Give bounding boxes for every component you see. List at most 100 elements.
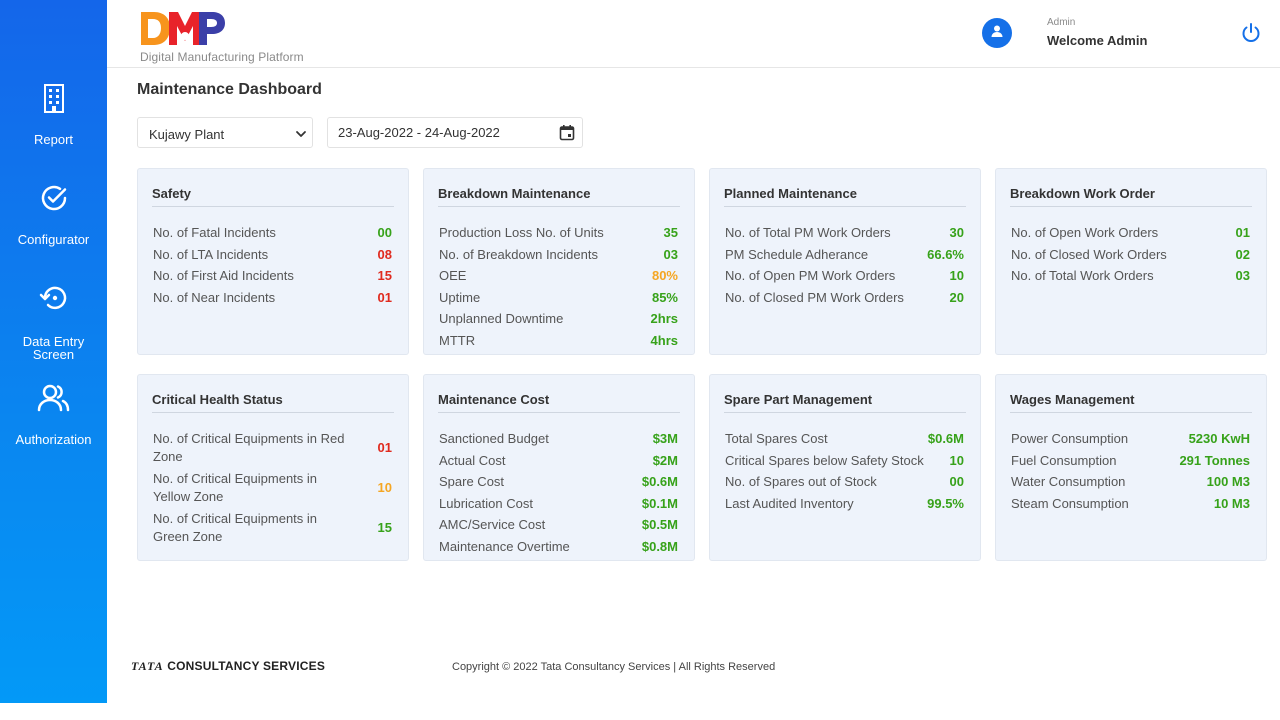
metric-row: PM Schedule Adherance 66.6% xyxy=(725,246,964,264)
metric-label: No. of Near Incidents xyxy=(153,289,275,307)
metric-value: 15 xyxy=(378,267,392,285)
date-range-value: 23-Aug-2022 - 24-Aug-2022 xyxy=(338,125,500,140)
card-wages-management: Wages Management Power Consumption 5230 K… xyxy=(995,374,1267,561)
metric-label: Last Audited Inventory xyxy=(725,495,854,513)
metric-row: Water Consumption 100 M3 xyxy=(1011,473,1250,491)
date-range-input[interactable]: 23-Aug-2022 - 24-Aug-2022 xyxy=(327,117,583,148)
metric-value: 08 xyxy=(378,246,392,264)
metric-row: No. of Closed Work Orders 02 xyxy=(1011,246,1250,264)
metric-label: No. of Breakdown Incidents xyxy=(439,246,598,264)
card-divider xyxy=(152,412,394,413)
metric-row: MTTR 4hrs xyxy=(439,332,678,350)
header: Digital Manufacturing Platform Admin Wel… xyxy=(107,0,1280,68)
metric-label: No. of LTA Incidents xyxy=(153,246,268,264)
metric-value: 15 xyxy=(378,519,392,537)
metric-value: $0.5M xyxy=(642,516,678,534)
metric-row: OEE 80% xyxy=(439,267,678,285)
user-role: Admin xyxy=(1047,17,1075,28)
users-icon xyxy=(0,382,107,419)
plant-select[interactable]: Kujawy Plant xyxy=(137,117,313,148)
welcome-text: Welcome Admin xyxy=(1047,33,1147,48)
metric-row: Fuel Consumption 291 Tonnes xyxy=(1011,452,1250,470)
tcs-logo: TATA CONSULTANCY SERVICES xyxy=(131,659,325,674)
calendar-icon[interactable] xyxy=(559,124,575,146)
metric-value: 35 xyxy=(664,224,678,242)
metric-row: No. of First Aid Incidents 15 xyxy=(153,267,392,285)
metric-value: 10 xyxy=(950,452,964,470)
metric-value: 01 xyxy=(378,439,392,457)
metric-value: $2M xyxy=(653,452,678,470)
metric-label: No. of Critical Equipments in Yellow Zon… xyxy=(153,470,329,505)
metric-row: No. of Critical Equipments in Red Zone 01 xyxy=(153,430,392,465)
metric-label: Steam Consumption xyxy=(1011,495,1129,513)
card-rows: No. of Total PM Work Orders 30 PM Schedul… xyxy=(725,224,964,310)
sidebar-item-data-entry[interactable]: Data Entry Screen xyxy=(0,282,107,361)
chevron-down-icon xyxy=(294,127,308,146)
metric-row: Critical Spares below Safety Stock 10 xyxy=(725,452,964,470)
metric-value: 10 xyxy=(950,267,964,285)
metric-value: 00 xyxy=(950,473,964,491)
metric-row: No. of Open PM Work Orders 10 xyxy=(725,267,964,285)
check-circle-icon xyxy=(0,182,107,219)
metric-label: Spare Cost xyxy=(439,473,504,491)
metric-value: 2hrs xyxy=(651,310,678,328)
metric-row: No. of Critical Equipments in Green Zone… xyxy=(153,510,392,545)
sidebar-item-label: Report xyxy=(0,133,107,146)
user-icon xyxy=(990,24,1004,43)
history-icon xyxy=(0,282,107,319)
metric-label: No. of Spares out of Stock xyxy=(725,473,877,491)
card-title: Maintenance Cost xyxy=(438,392,549,407)
metric-value: 01 xyxy=(1236,224,1250,242)
metric-row: Maintenance Overtime $0.8M xyxy=(439,538,678,556)
metric-value: 66.6% xyxy=(927,246,964,264)
metric-value: 100 M3 xyxy=(1207,473,1250,491)
metric-label: OEE xyxy=(439,267,466,285)
metric-row: No. of Near Incidents 01 xyxy=(153,289,392,307)
sidebar-item-label: Configurator xyxy=(0,233,107,246)
metric-value: 03 xyxy=(1236,267,1250,285)
sidebar-item-report[interactable]: Report xyxy=(0,83,107,146)
metric-value: $0.1M xyxy=(642,495,678,513)
card-rows: Sanctioned Budget $3M Actual Cost $2M Spar… xyxy=(439,430,678,559)
metric-value: 20 xyxy=(950,289,964,307)
copyright-text: Copyright © 2022 Tata Consultancy Servic… xyxy=(452,661,775,673)
metric-label: No. of First Aid Incidents xyxy=(153,267,294,285)
metric-value: $3M xyxy=(653,430,678,448)
sidebar: Report Configurator Data Entry Screen Au… xyxy=(0,0,107,703)
metric-label: No. of Critical Equipments in Red Zone xyxy=(153,430,349,465)
page-title: Maintenance Dashboard xyxy=(137,81,322,99)
sidebar-item-configurator[interactable]: Configurator xyxy=(0,182,107,246)
metric-row: No. of Fatal Incidents 00 xyxy=(153,224,392,242)
metric-row: Production Loss No. of Units 35 xyxy=(439,224,678,242)
metric-label: No. of Closed PM Work Orders xyxy=(725,289,904,307)
metric-row: Last Audited Inventory 99.5% xyxy=(725,495,964,513)
metric-value: $0.6M xyxy=(642,473,678,491)
metric-row: No. of Open Work Orders 01 xyxy=(1011,224,1250,242)
card-rows: Total Spares Cost $0.6M Critical Spares b… xyxy=(725,430,964,516)
metric-label: No. of Fatal Incidents xyxy=(153,224,276,242)
sidebar-item-authorization[interactable]: Authorization xyxy=(0,382,107,446)
metric-label: No. of Total Work Orders xyxy=(1011,267,1154,285)
metric-value: 99.5% xyxy=(927,495,964,513)
metric-value: 5230 KwH xyxy=(1189,430,1250,448)
card-divider xyxy=(724,206,966,207)
card-title: Breakdown Maintenance xyxy=(438,186,590,201)
metric-label: Actual Cost xyxy=(439,452,505,470)
power-icon[interactable] xyxy=(1240,22,1262,44)
metric-row: No. of Total PM Work Orders 30 xyxy=(725,224,964,242)
avatar[interactable] xyxy=(982,18,1012,48)
metric-row: Steam Consumption 10 M3 xyxy=(1011,495,1250,513)
metric-label: PM Schedule Adherance xyxy=(725,246,868,264)
card-rows: Power Consumption 5230 KwH Fuel Consumpti… xyxy=(1011,430,1250,516)
card-breakdown-maintenance: Breakdown Maintenance Production Loss No… xyxy=(423,168,695,355)
metric-label: Unplanned Downtime xyxy=(439,310,563,328)
dmp-logo xyxy=(139,8,231,55)
metric-row: No. of Total Work Orders 03 xyxy=(1011,267,1250,285)
tcs-logo-tata: TATA xyxy=(131,659,164,673)
metric-label: Critical Spares below Safety Stock xyxy=(725,452,924,470)
metric-label: No. of Open PM Work Orders xyxy=(725,267,895,285)
metric-label: MTTR xyxy=(439,332,475,350)
metric-value: 10 M3 xyxy=(1214,495,1250,513)
metric-value: 291 Tonnes xyxy=(1179,452,1250,470)
sidebar-item-label-line2: Screen xyxy=(0,348,107,361)
